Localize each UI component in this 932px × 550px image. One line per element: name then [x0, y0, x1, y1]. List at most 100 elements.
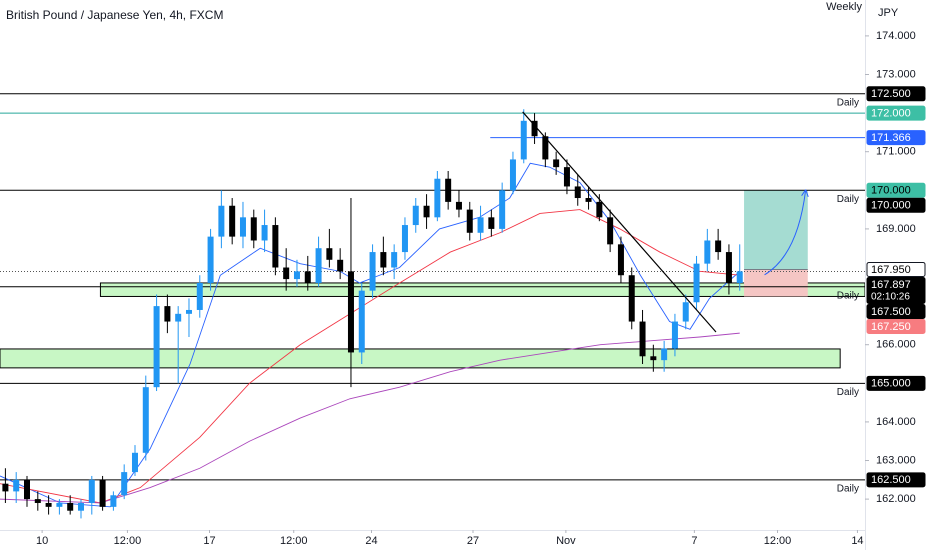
candle-body [661, 348, 668, 361]
y-tick-label: 174.000 [876, 30, 916, 42]
candle-body [693, 263, 700, 303]
y-tick-label: 166.000 [876, 339, 916, 351]
candle-body [56, 502, 63, 507]
x-tick-label: 14 [851, 535, 863, 547]
x-tick-label: 17 [203, 535, 215, 547]
y-tick-label: 173.000 [876, 68, 916, 80]
candle-body [13, 479, 20, 492]
y-tick-label: 171.000 [876, 146, 916, 158]
price-tag [866, 105, 926, 121]
candle-body [131, 452, 138, 473]
x-tick-label: 12:00 [280, 535, 308, 547]
price-tag [866, 86, 926, 102]
candle-body [250, 217, 257, 241]
x-tick-label: 12:00 [114, 535, 142, 547]
candle-body [347, 271, 354, 353]
candle-body [23, 479, 30, 500]
candle-body [520, 120, 527, 160]
candle-body [337, 259, 344, 272]
currency-label: JPY [878, 7, 899, 19]
candle-body [499, 190, 506, 229]
level-label: Daily [837, 97, 859, 108]
chart-title: British Pound / Japanese Yen, 4h, FXCM [6, 8, 223, 22]
candle-body [272, 225, 279, 268]
candle-body [283, 267, 290, 280]
candle-body [142, 387, 149, 453]
price-tag-label: 172.500 [871, 88, 911, 100]
price-tag-label: 170.000 [871, 185, 911, 197]
candle-body [585, 198, 592, 202]
level-label: Daily [837, 194, 859, 205]
x-tick-label: 7 [691, 535, 697, 547]
candle-body [164, 306, 171, 322]
price-countdown: 02:10:26 [871, 292, 910, 303]
price-tag-label: 167.250 [871, 321, 911, 333]
candle-body [185, 309, 192, 314]
price-tag [866, 261, 926, 277]
candle-body [196, 282, 203, 310]
price-tag [866, 130, 926, 146]
price-tag-label: 167.950 [871, 264, 911, 276]
candle-body [175, 313, 182, 322]
candle-body [628, 275, 635, 322]
price-tag-label: 171.366 [871, 132, 911, 144]
candle-body [88, 479, 95, 503]
candle-body [391, 252, 398, 268]
price-tag [866, 197, 926, 213]
y-tick-label: 162.000 [876, 493, 916, 505]
candle-body [77, 502, 84, 511]
candle-body [704, 240, 711, 264]
candle-body [315, 248, 322, 283]
candle-body [574, 186, 581, 199]
x-tick-label: 12:00 [764, 535, 792, 547]
position-loss [744, 269, 808, 297]
y-tick-label: 169.000 [876, 223, 916, 235]
candle-body [207, 236, 214, 283]
x-tick-label: 27 [467, 535, 479, 547]
candle-body [239, 217, 246, 237]
candle-body [67, 502, 74, 511]
candle-body [531, 120, 538, 137]
moving-average [0, 332, 740, 504]
moving-average [0, 209, 740, 504]
candle-body [110, 495, 117, 507]
y-tick-label: 164.000 [876, 416, 916, 428]
candle-body [682, 302, 689, 322]
candle-body [121, 472, 128, 496]
position-profit [744, 190, 808, 270]
candle-body [229, 205, 236, 237]
candle-body [553, 159, 560, 168]
candle-body [218, 205, 225, 237]
price-tag [866, 276, 926, 304]
candle-body [607, 217, 614, 245]
candle-body [542, 136, 549, 160]
price-tag [866, 182, 926, 198]
candle-body [358, 290, 365, 353]
candle-body [736, 271, 743, 283]
candle-body [455, 201, 462, 210]
candle-body [45, 502, 52, 507]
candle-body [466, 209, 473, 233]
x-tick-label: 10 [36, 535, 48, 547]
candle-body [650, 356, 657, 361]
trendline [522, 111, 717, 333]
candle-body [369, 252, 376, 291]
candle-body [725, 252, 732, 283]
candle-body [509, 159, 516, 191]
candle-body [477, 217, 484, 233]
candle-body [412, 205, 419, 226]
candle-body [34, 499, 41, 503]
candle-body [488, 217, 495, 229]
y-tick-label: 163.000 [876, 454, 916, 466]
candle-body [639, 321, 646, 357]
price-tag [866, 375, 926, 391]
zone [0, 348, 841, 369]
moving-average [0, 162, 741, 508]
candle-body [99, 479, 106, 507]
candle-body [596, 201, 603, 218]
candle-body [617, 244, 624, 276]
price-tag-label: 167.500 [871, 306, 911, 318]
candle-body [671, 321, 678, 349]
